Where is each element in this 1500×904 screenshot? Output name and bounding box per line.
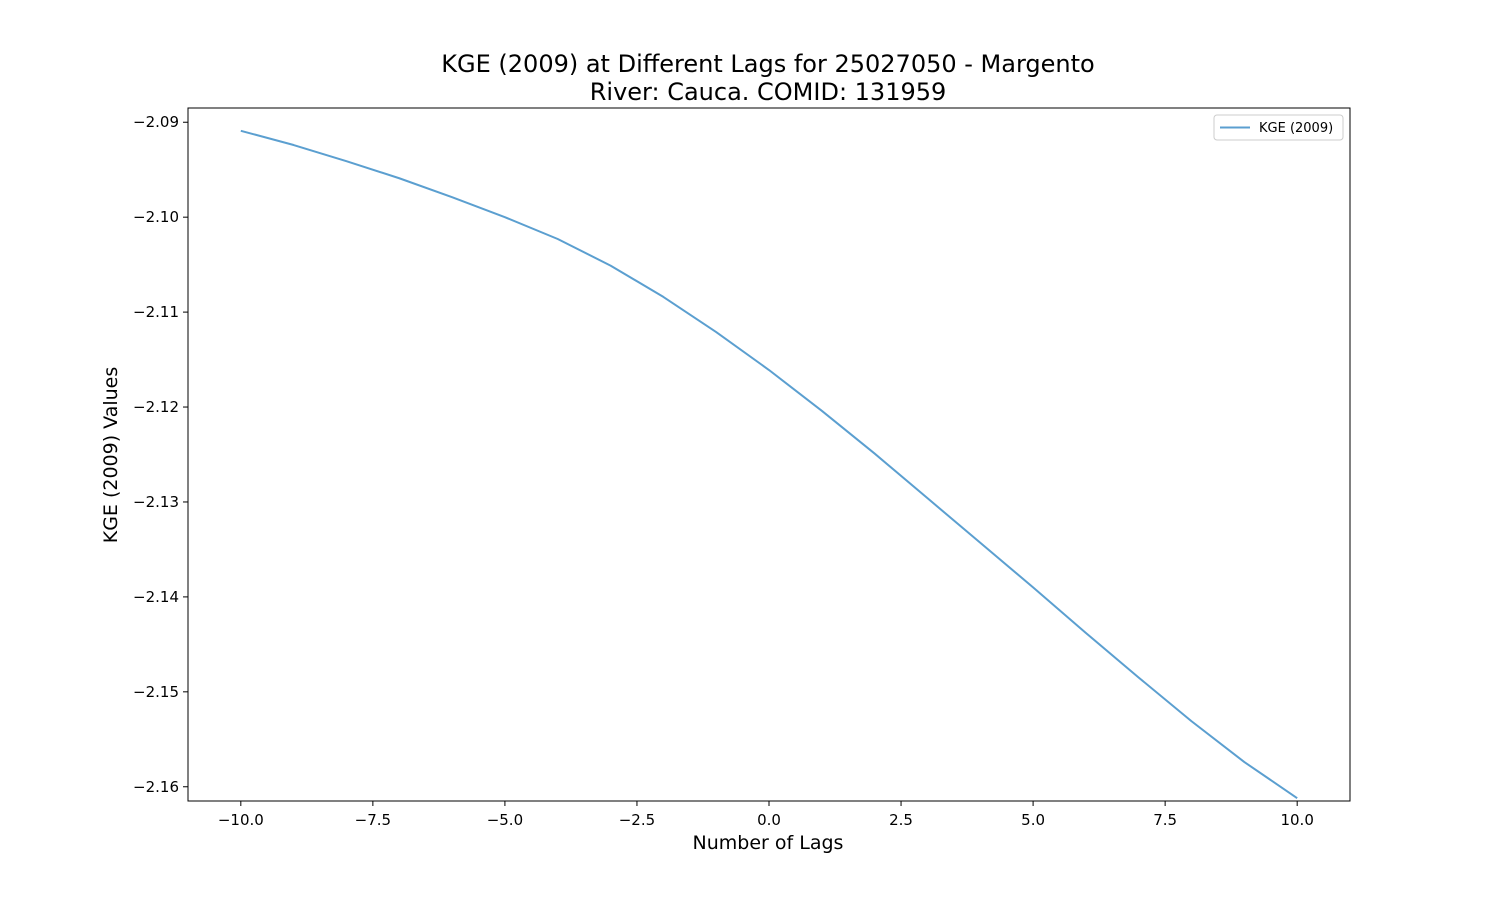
y-tick-label: −2.14 [133,588,179,606]
y-tick-label: −2.15 [133,683,179,701]
x-tick-label: 2.5 [889,811,913,829]
chart-title-line2: River: Cauca. COMID: 131959 [590,78,947,106]
y-axis-ticks: −2.09 −2.10 −2.11 −2.12 −2.13 −2.14 −2.15 −2.16 [133,113,188,796]
x-tick-label: −2.5 [619,811,655,829]
legend: KGE (2009) [1213,114,1344,141]
y-tick-label: −2.09 [133,113,179,131]
chart-title-line1: KGE (2009) at Different Lags for 2502705… [441,50,1094,78]
plot-area [240,129,1298,799]
legend-label: KGE (2009) [1259,121,1333,136]
y-tick-label: −2.12 [133,398,179,416]
y-tick-label: −2.16 [133,778,179,796]
x-tick-label: −7.5 [355,811,391,829]
x-tick-label: 10.0 [1280,811,1313,829]
x-axis-ticks: −10.0 −7.5 −5.0 −2.5 0.0 2.5 5.0 7.5 10.0 [218,801,1314,829]
y-tick-label: −2.11 [133,303,179,321]
y-axis-label: KGE (2009) Values [100,367,122,544]
x-tick-label: −10.0 [218,811,264,829]
y-tick-label: −2.13 [133,493,179,511]
legend-box [1213,114,1344,141]
x-axis-label: Number of Lags [693,832,844,854]
x-tick-label: 0.0 [757,811,781,829]
x-tick-label: 7.5 [1153,811,1177,829]
series-line-0 [240,129,1298,799]
x-tick-label: 5.0 [1021,811,1045,829]
y-tick-label: −2.10 [133,208,179,226]
x-tick-label: −5.0 [487,811,523,829]
